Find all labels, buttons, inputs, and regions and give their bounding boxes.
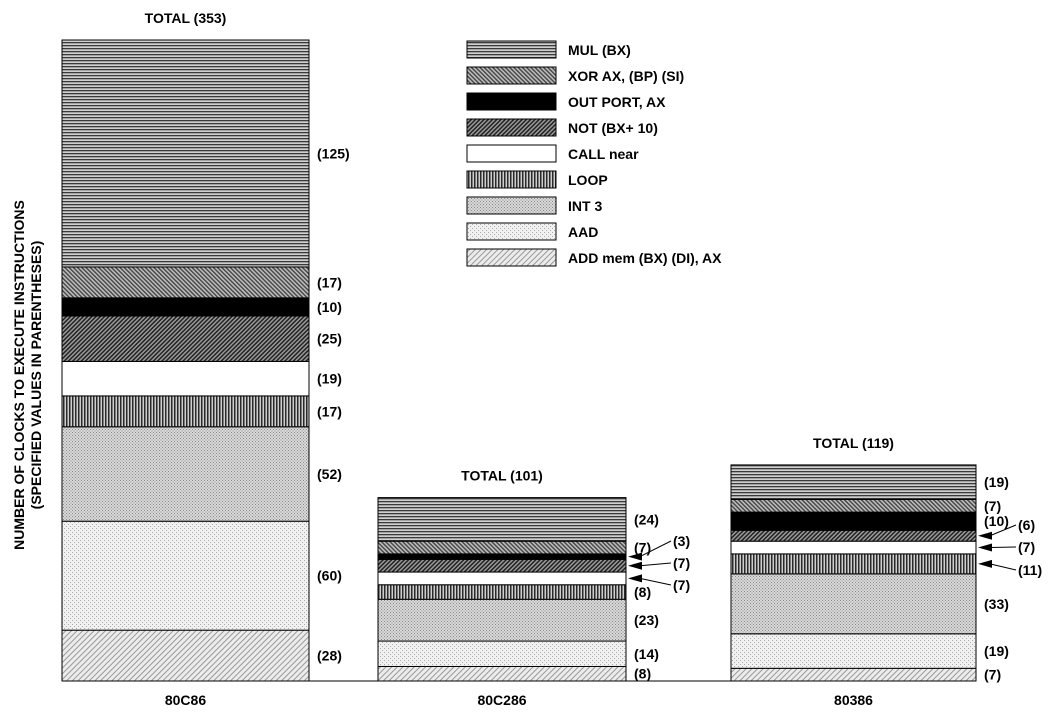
bar-segment-mul-80C286 [377,497,627,542]
bar-segment-int3-80C86 [61,426,310,522]
legend-label-loop: LOOP [568,172,608,188]
bar-segment-int3-80386 [730,573,977,635]
value-label-xor-80C86: (17) [317,274,342,290]
value-label-aad-80386: (19) [984,643,1009,659]
bar-segment-int3-80C286 [377,598,627,642]
category-label-80C86: 80C86 [165,692,206,708]
value-label-not-80C86: (25) [317,331,342,347]
legend-label-out: OUT PORT, AX [568,94,666,110]
legend-label-add: ADD mem (BX) (DI), AX [568,250,722,266]
category-label-80386: 80386 [834,692,873,708]
value-label-int3-80386: (33) [984,596,1009,612]
bar-segment-not-80C286 [377,558,627,573]
bar-segment-call-80C86 [61,360,310,397]
value-label-loop-80386: (11) [1018,562,1042,578]
y-axis-label-line-1: NUMBER OF CLOCKS TO EXECUTE INSTRUCTIONS [11,200,27,550]
value-label-add-80386: (7) [984,667,1001,683]
bar-segment-aad-80386 [730,633,977,669]
value-label-int3-80C286: (23) [634,612,659,628]
bar-segment-not-80C86 [61,315,310,362]
legend-swatch-xor [466,66,557,85]
callout-arrow [978,559,992,568]
bar-segment-xor-80C86 [61,266,310,299]
callout-arrow [628,561,642,570]
legend-label-mul: MUL (BX) [568,42,631,58]
total-label-80C286: TOTAL (101) [461,468,543,484]
callout-line [989,524,1017,537]
value-label-mul-80C86: (125) [317,145,350,161]
value-label-out-80C286: (3) [673,533,690,549]
bar-segment-add-80C86 [61,629,310,682]
legend-swatch-call [466,144,557,163]
category-label-80C286: 80C286 [477,692,526,708]
bar-segment-loop-80386 [730,553,977,575]
value-label-mul-80C286: (24) [634,511,659,527]
legend-swatch-add [466,248,557,267]
bar-segment-loop-80C286 [377,584,627,600]
value-label-loop-80C86: (17) [317,403,342,419]
bar-segment-call-80386 [730,540,977,555]
value-label-out-80C86: (10) [317,299,342,315]
legend-swatch-loop [466,170,557,189]
legend-label-aad: AAD [568,224,598,240]
value-label-aad-80C86: (60) [317,568,342,584]
legend-swatch-mul [466,40,557,59]
legend: MUL (BX) XOR AX, (BP) (SI) OUT PORT, AX NOT… [466,40,722,267]
bar-segment-aad-80C86 [61,520,310,631]
bar-segment-xor-80386 [730,498,977,513]
bar-segment-mul-80C86 [61,39,310,268]
callout-line [639,562,672,567]
bar-segment-out-80C86 [61,297,310,317]
value-label-mul-80386: (19) [984,474,1009,490]
total-label-80C86: TOTAL (353) [145,10,227,26]
bar-segment-aad-80C286 [377,640,627,667]
total-label-80386: TOTAL (119) [813,435,894,451]
legend-label-call: CALL near [568,146,639,162]
y-axis-label-line-2: (SPECIFIED VALUES IN PARENTHESES) [28,241,44,510]
callout-line [639,540,672,558]
legend-swatch-aad [466,222,557,241]
bar-segment-not-80386 [730,529,977,542]
legend-swatch-int3 [466,196,557,215]
bar-segment-add-80386 [730,667,977,682]
callout-arrow [978,531,992,540]
bar-segment-xor-80C286 [377,540,627,555]
bar-segment-loop-80C86 [61,395,310,428]
bar-segment-add-80C286 [377,665,627,682]
callout-arrow [978,543,992,552]
callout-line [989,546,1017,549]
callout-line [989,563,1017,571]
callout-arrow [628,574,642,583]
value-label-loop-80C286: (8) [634,584,651,600]
bar-segment-out-80C286 [377,553,627,560]
value-label-call-80386: (7) [1018,539,1035,555]
value-label-out-80386: (10) [984,513,1009,529]
legend-label-xor: XOR AX, (BP) (SI) [568,68,684,84]
legend-label-not: NOT (BX+ 10) [568,120,658,136]
value-label-add-80C286: (8) [634,666,651,682]
callout-arrow [628,552,642,561]
value-label-add-80C86: (28) [317,648,342,664]
bar-segment-call-80C286 [377,571,627,586]
value-label-not-80C286: (7) [673,555,690,571]
value-label-call-80C86: (19) [317,371,342,387]
value-label-xor-80C286: (7) [634,540,651,556]
legend-swatch-not [466,118,557,137]
legend-swatch-out [466,92,557,111]
value-label-not-80386: (6) [1018,517,1035,533]
bar-segment-out-80386 [730,511,977,531]
value-label-xor-80386: (7) [984,498,1001,514]
bar-segment-mul-80386 [730,464,977,500]
bars-layer: (28) (60) (52) (17) (19) (25) (10) (17) (125) TOT… [61,10,1042,708]
legend-label-int3: INT 3 [568,198,602,214]
value-label-call-80C286: (7) [673,577,690,593]
callout-line [639,577,672,586]
value-label-aad-80C286: (14) [634,646,659,662]
value-label-int3-80C86: (52) [317,466,342,482]
